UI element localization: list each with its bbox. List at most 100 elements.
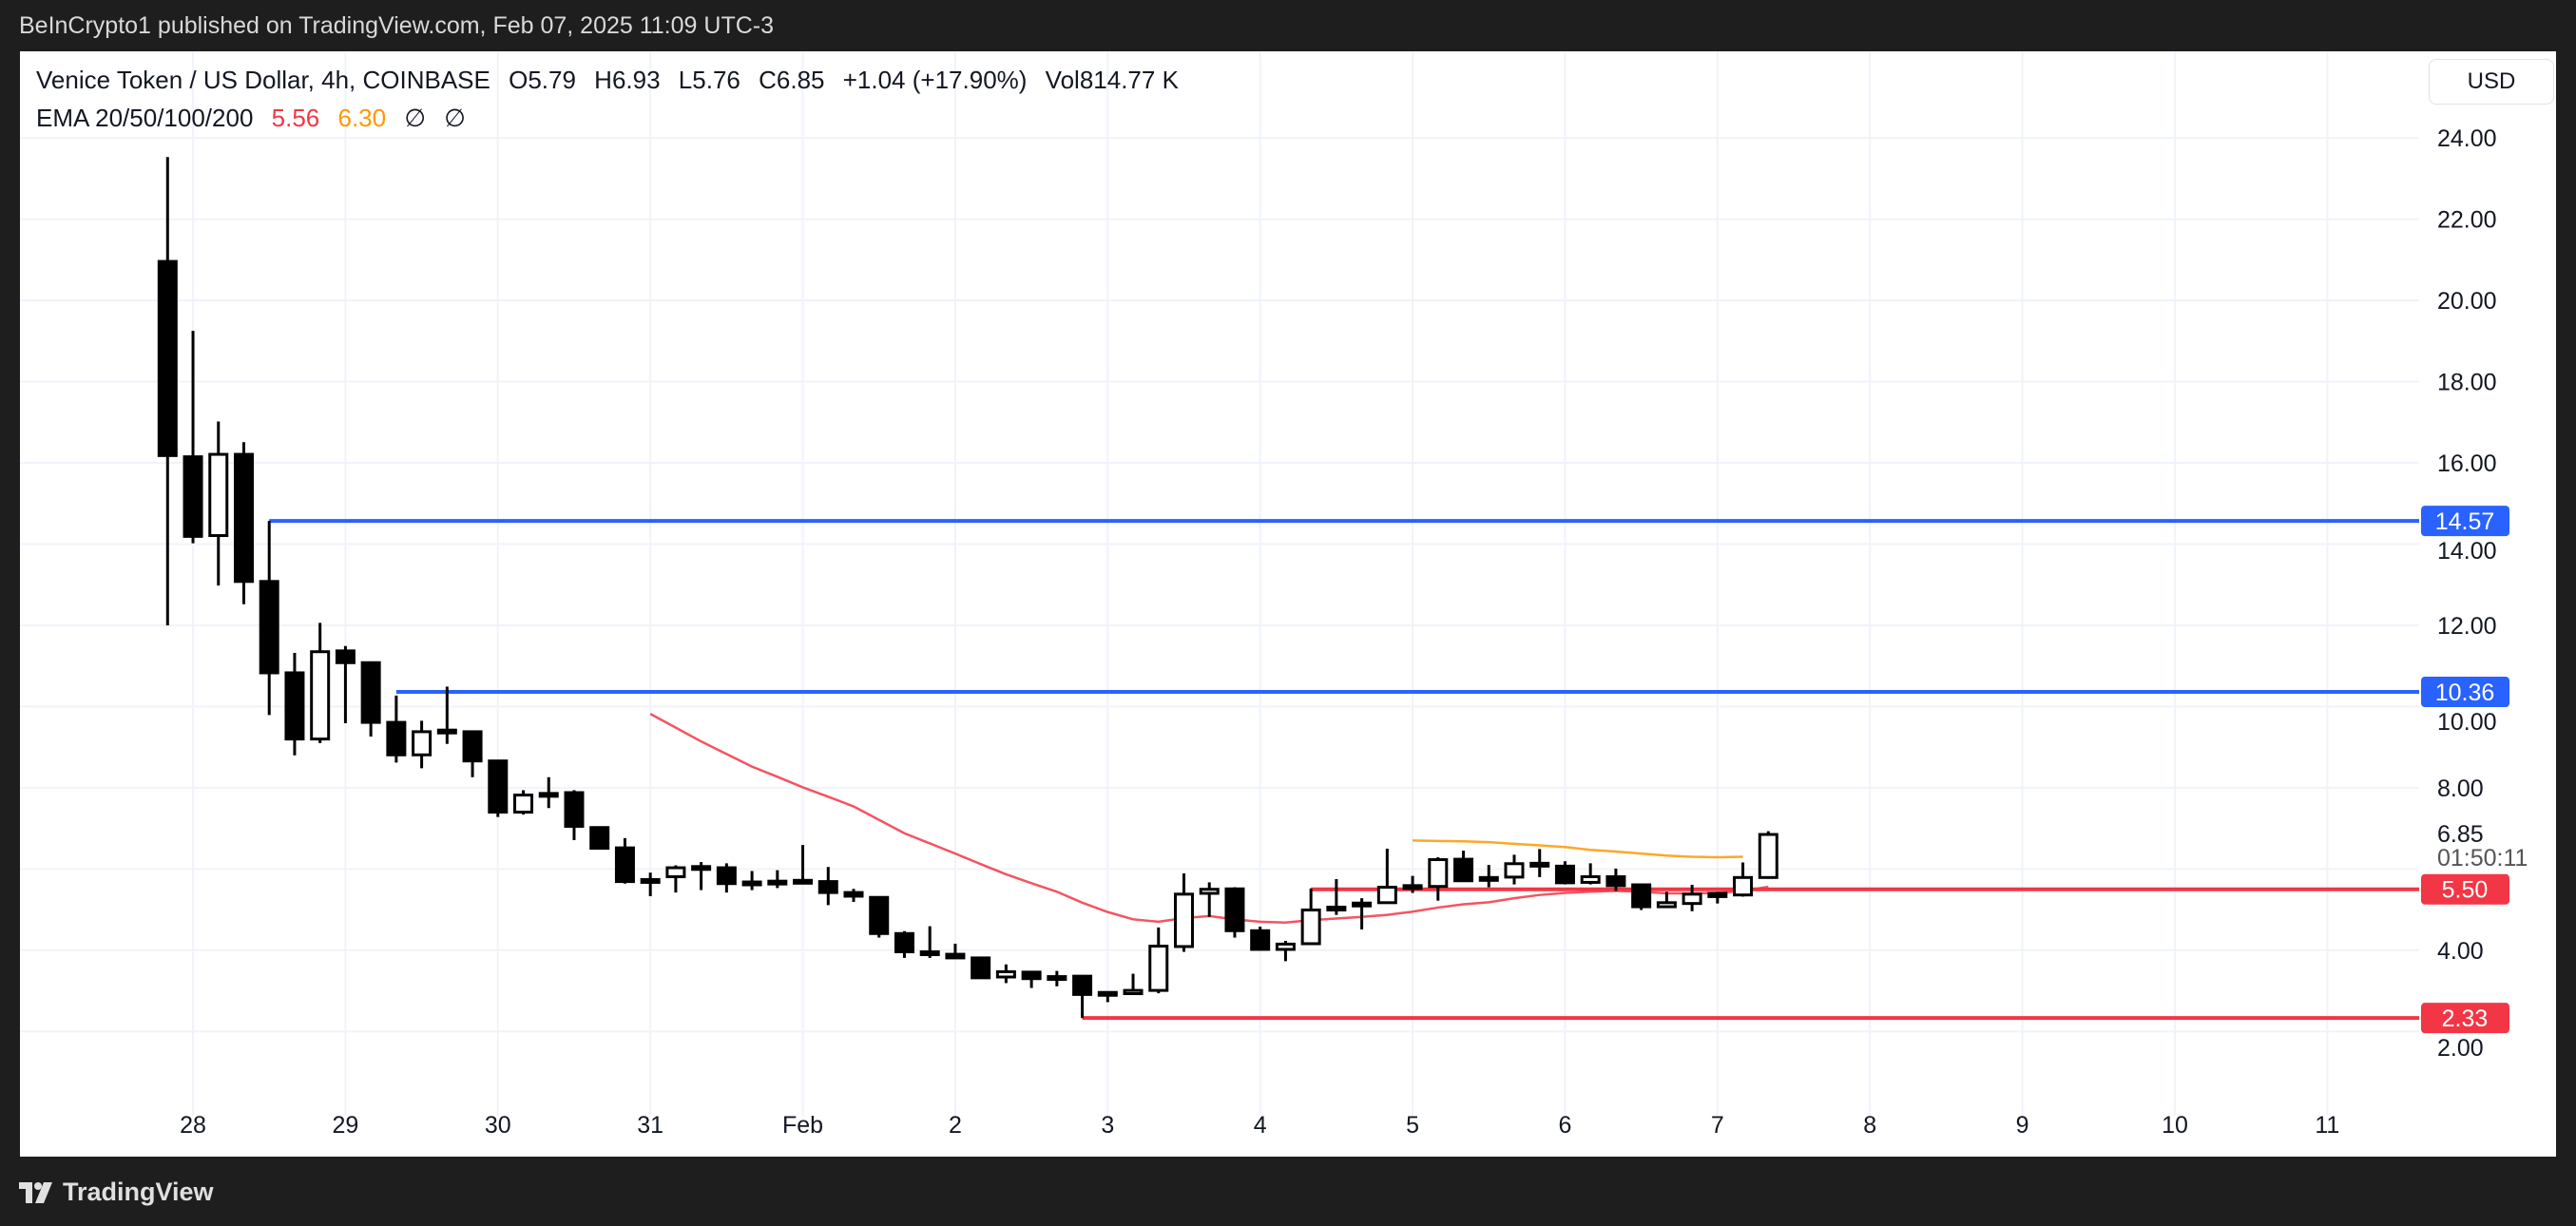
candle-body xyxy=(1021,970,1042,981)
candle-body xyxy=(1733,875,1754,897)
candle-body xyxy=(1224,887,1245,932)
candle xyxy=(869,895,890,938)
time-axis-label: 6 xyxy=(1558,1112,1571,1139)
candle xyxy=(1275,940,1296,962)
tradingview-brand[interactable]: TradingView xyxy=(19,1178,214,1207)
candle xyxy=(1580,863,1601,885)
candle-body xyxy=(767,879,788,886)
time-axis-label: 31 xyxy=(637,1112,663,1139)
ema-legend-row: EMA 20/50/100/200 5.56 6.30 ∅ ∅ xyxy=(36,99,1190,137)
candle-body xyxy=(157,259,178,457)
candle-body xyxy=(1199,888,1220,895)
ohlc-close: C6.85 xyxy=(759,66,825,94)
candle xyxy=(1402,875,1423,893)
candle xyxy=(233,442,254,604)
candle xyxy=(208,421,229,586)
time-axis-label: 5 xyxy=(1406,1112,1419,1139)
time-axis-label: 2 xyxy=(949,1112,962,1139)
resistance-price-label: 10.36 xyxy=(2435,680,2495,706)
candle xyxy=(1300,888,1321,946)
candle xyxy=(665,865,686,893)
ema200-value: ∅ xyxy=(444,104,466,132)
candle xyxy=(1529,849,1550,877)
time-axis-label: 8 xyxy=(1863,1112,1876,1139)
candle-body xyxy=(1097,990,1118,997)
time-axis-label: 9 xyxy=(2016,1112,2029,1139)
attribution-bar: BeInCrypto1 published on TradingView.com… xyxy=(0,0,2576,51)
candle-body xyxy=(1631,883,1652,909)
candle-body xyxy=(259,580,279,675)
candle xyxy=(1047,970,1067,987)
candle xyxy=(462,730,483,777)
time-axis-label: 4 xyxy=(1254,1112,1267,1139)
ohlc-high: H6.93 xyxy=(594,66,661,94)
ema20-value: 5.56 xyxy=(271,104,320,132)
candle-body xyxy=(1554,864,1575,885)
resistance-price-label: 14.57 xyxy=(2435,508,2495,535)
candle xyxy=(1428,856,1449,901)
candle-body xyxy=(919,950,940,957)
candle-body xyxy=(869,895,890,935)
candle xyxy=(1631,883,1652,910)
candle xyxy=(1707,891,1728,904)
candle-body xyxy=(360,661,381,724)
candle-body xyxy=(1707,891,1728,898)
price-change: +1.04 (+17.90%) xyxy=(842,66,1028,94)
candle-body xyxy=(335,649,356,664)
symbol-title[interactable]: Venice Token / US Dollar, 4h, COINBASE xyxy=(36,66,490,94)
candle-body xyxy=(183,455,203,538)
candle xyxy=(945,943,966,960)
candle-body xyxy=(945,952,966,960)
candle xyxy=(1123,973,1144,996)
candle-body xyxy=(1402,884,1423,891)
candle xyxy=(284,653,305,756)
candle-body xyxy=(513,794,534,814)
price-axis-label: 22.00 xyxy=(2437,207,2497,234)
candle-body xyxy=(1275,942,1296,951)
time-axis-label: 11 xyxy=(2315,1112,2339,1139)
candle-body xyxy=(1047,975,1067,982)
candle xyxy=(412,720,433,769)
chart-legend: Venice Token / US Dollar, 4h, COINBASE O… xyxy=(36,61,1190,137)
time-axis-label: 3 xyxy=(1101,1112,1114,1139)
candle xyxy=(995,964,1016,984)
time-axis-label: 28 xyxy=(180,1112,206,1139)
price-axis-label: 2.00 xyxy=(2437,1035,2484,1062)
currency-button[interactable]: USD xyxy=(2429,59,2554,105)
ema-indicator-label[interactable]: EMA 20/50/100/200 xyxy=(36,104,254,132)
candle xyxy=(360,661,381,738)
time-axis-label: 10 xyxy=(2162,1112,2188,1139)
candle xyxy=(1605,868,1626,891)
candle xyxy=(894,930,914,958)
candle xyxy=(513,790,534,815)
candlestick-chart[interactable]: 24.0022.0020.0018.0016.0014.0012.0010.00… xyxy=(20,51,2556,1157)
candle xyxy=(1326,879,1347,915)
candle-body xyxy=(1250,929,1271,951)
time-axis-label: 29 xyxy=(333,1112,359,1139)
price-axis-label: 12.00 xyxy=(2437,613,2497,640)
price-axis-label: 24.00 xyxy=(2437,125,2497,152)
candle xyxy=(488,759,509,817)
candle xyxy=(817,867,838,906)
chart-panel[interactable]: 24.00 22.00 20.00 18.00 16.00 14.00 12.00 10.00… xyxy=(20,51,2556,1157)
candle-body xyxy=(1605,874,1626,888)
candle xyxy=(741,871,762,891)
candle xyxy=(843,889,864,902)
candle-body xyxy=(589,826,610,851)
candle xyxy=(1554,861,1575,885)
price-axis-label: 4.00 xyxy=(2437,938,2484,965)
candle-body xyxy=(1174,892,1194,948)
candle xyxy=(310,623,331,743)
tradingview-logo-icon xyxy=(19,1181,52,1203)
tradingview-brand-text: TradingView xyxy=(63,1178,214,1206)
candle-body xyxy=(1428,858,1449,889)
candle-body xyxy=(1478,875,1499,882)
candle-body xyxy=(691,865,712,872)
candle-body xyxy=(971,956,991,980)
candle xyxy=(259,521,279,716)
candle-body xyxy=(995,969,1016,979)
candle-body xyxy=(843,891,864,898)
candle xyxy=(691,862,712,891)
candle xyxy=(1453,851,1474,883)
candle xyxy=(1250,927,1271,951)
